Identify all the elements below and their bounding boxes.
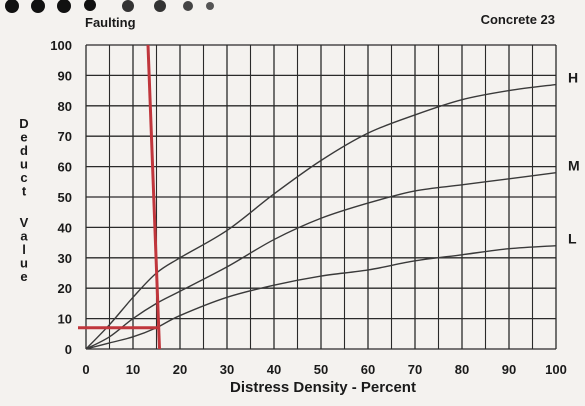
x-tick-label-1: 10 xyxy=(126,362,140,377)
y-axis-ticks: 0 10 20 30 40 50 60 70 80 90 100 xyxy=(50,38,72,357)
y-tick-label-5: 50 xyxy=(58,190,72,205)
curve-l xyxy=(85,244,557,350)
x-axis-ticks: 0 10 20 30 40 50 60 70 80 90 100 xyxy=(82,362,566,377)
curve-h xyxy=(85,83,557,350)
y-tick-label-4: 40 xyxy=(58,220,72,235)
x-tick-label-6: 60 xyxy=(361,362,375,377)
y-tick-label-0: 0 xyxy=(65,342,72,357)
curves xyxy=(85,83,557,350)
y-tick-label-9: 90 xyxy=(58,68,72,83)
curve-m xyxy=(85,171,557,350)
y-tick-label-1: 10 xyxy=(58,312,72,327)
x-tick-label-2: 20 xyxy=(173,362,187,377)
x-axis-label: Distress Density - Percent xyxy=(230,379,416,396)
x-tick-label-8: 80 xyxy=(455,362,469,377)
x-tick-label-9: 90 xyxy=(502,362,516,377)
x-tick-label-4: 40 xyxy=(267,362,281,377)
y-tick-label-6: 60 xyxy=(58,160,72,175)
ref-line-vertical xyxy=(146,44,161,350)
chart-grid xyxy=(85,44,557,350)
reference-lines xyxy=(78,44,161,350)
x-tick-label-10: 100 xyxy=(545,362,567,377)
x-tick-label-7: 70 xyxy=(408,362,422,377)
chart-title-right: Concrete 23 xyxy=(481,12,555,27)
y-tick-label-2: 20 xyxy=(58,281,72,296)
y-tick-label-3: 30 xyxy=(58,251,72,266)
x-tick-label-5: 50 xyxy=(314,362,328,377)
curve-label-h: H xyxy=(568,70,578,86)
y-tick-label-10: 100 xyxy=(50,38,72,53)
curve-label-l: L xyxy=(568,231,577,247)
x-tick-label-0: 0 xyxy=(82,362,89,377)
curve-labels: H M L xyxy=(568,70,580,247)
binder-holes-decoration xyxy=(5,0,214,13)
x-tick-label-3: 30 xyxy=(220,362,234,377)
curve-label-m: M xyxy=(568,158,580,174)
chart-title-left: Faulting xyxy=(85,15,136,30)
y-tick-label-8: 80 xyxy=(58,99,72,114)
y-tick-label-7: 70 xyxy=(58,129,72,144)
